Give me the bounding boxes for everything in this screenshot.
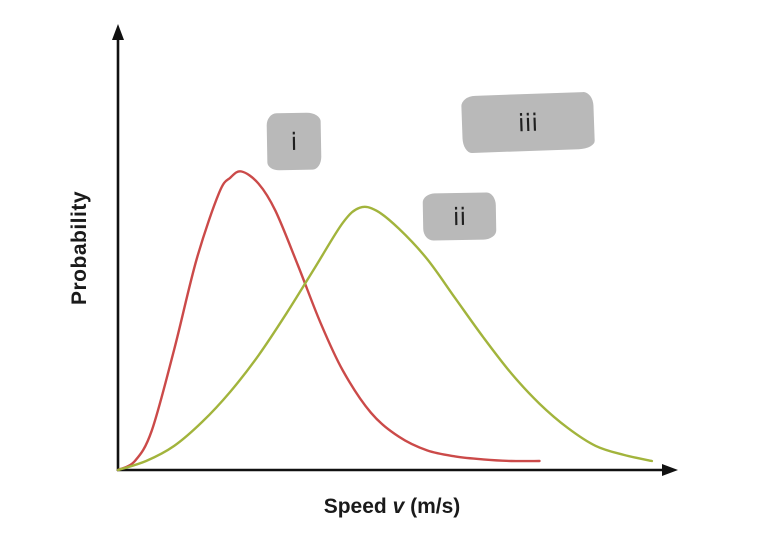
annotation-box-i: i — [266, 112, 322, 171]
x-axis-label-variable: v — [392, 495, 405, 518]
x-axis-label: Speed v (m/s) — [324, 495, 461, 519]
x-axis-arrowhead-icon — [662, 464, 678, 476]
x-axis-label-units: (m/s) — [404, 495, 461, 518]
y-axis-label: Probability — [68, 190, 91, 306]
annotation-label-ii: ii — [452, 202, 467, 231]
annotation-box-ii: ii — [422, 192, 497, 241]
y-axis-arrowhead-icon — [112, 24, 124, 40]
curve-i — [116, 170, 541, 472]
curve-ii — [116, 205, 654, 472]
annotation-label-iii: iii — [517, 108, 539, 137]
annotation-label-i: i — [290, 127, 298, 156]
x-axis-label-prefix: Speed — [323, 495, 393, 518]
annotation-box-iii: iii — [461, 91, 595, 154]
